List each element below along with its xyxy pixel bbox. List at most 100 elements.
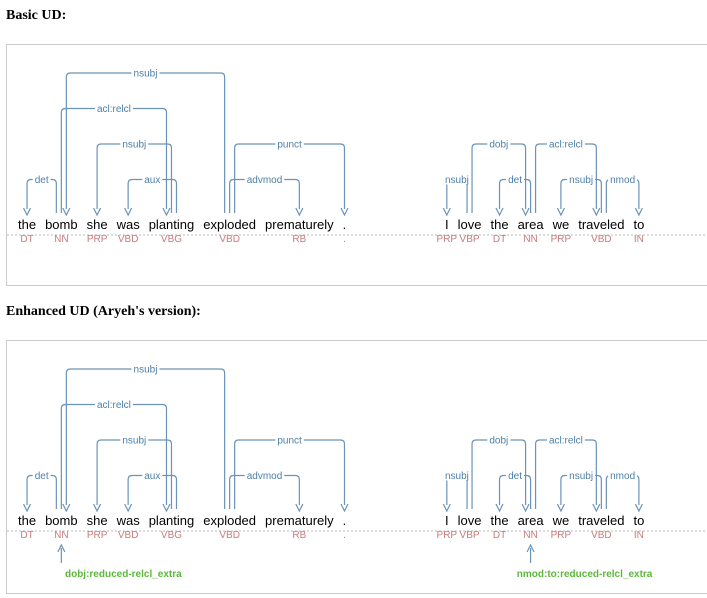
token-word: the xyxy=(490,217,508,232)
token-pos-tag: PRP xyxy=(551,234,572,245)
enhanced-edge-arrowhead xyxy=(526,543,535,553)
token-pos-tag: PRP xyxy=(551,530,572,541)
token-word: traveled xyxy=(578,217,624,232)
token-word: the xyxy=(490,513,508,528)
dependency-label-background xyxy=(506,174,525,185)
dependency-label-background xyxy=(608,470,638,481)
dependency-label: acl:relcl xyxy=(97,400,131,411)
token-word: love xyxy=(458,217,482,232)
token-pos-tag: VBD xyxy=(118,530,139,541)
token-pos-tag: VBD xyxy=(219,530,240,541)
token-word: prematurely xyxy=(265,513,334,528)
token-pos-tag: IN xyxy=(634,530,644,541)
token-pos-tag: NN xyxy=(54,234,68,245)
token-word: planting xyxy=(149,217,195,232)
dependency-label: nsubj xyxy=(445,175,469,186)
token-pos-tag: PRP xyxy=(437,530,458,541)
dependency-label: acl:relcl xyxy=(549,436,583,447)
token-pos-tag: . xyxy=(343,530,346,541)
token-word: exploded xyxy=(203,513,256,528)
dependency-arrowhead xyxy=(592,207,601,217)
token-word: to xyxy=(633,513,644,528)
dependency-arrowhead xyxy=(592,503,601,513)
enhanced-edge-label: nmod:to:reduced-relcl_extra xyxy=(517,569,653,580)
token-pos-tag: DT xyxy=(493,234,506,245)
token-pos-tag: IN xyxy=(634,234,644,245)
token-pos-tag: . xyxy=(343,234,346,245)
dependency-label: nsubj xyxy=(569,175,593,186)
dependency-label: nsubj xyxy=(134,365,158,376)
dependency-arrowhead xyxy=(62,503,71,513)
dependency-arc xyxy=(60,403,168,509)
token-pos-tag: VBD xyxy=(591,530,612,541)
dependency-label-background xyxy=(275,435,304,445)
enhanced-ud-parse-diagram: the DT bomb NN she PRP was VBD planting VBG explod… xyxy=(7,364,707,580)
token-pos-tag: RB xyxy=(292,530,306,541)
panel-heading-basic: Basic UD: xyxy=(6,8,67,23)
token-word: I xyxy=(445,513,449,528)
token-word: we xyxy=(552,217,570,232)
dependency-label: nsubj xyxy=(122,140,146,151)
dependency-label-background xyxy=(131,68,160,78)
token-word: exploded xyxy=(203,217,256,232)
token-pos-tag: DT xyxy=(20,530,33,541)
token-word: to xyxy=(633,217,644,232)
dependency-arrowhead xyxy=(556,503,565,513)
token-pos-tag: VBD xyxy=(118,234,139,245)
dependency-label-background xyxy=(506,470,525,481)
dependency-arrowhead xyxy=(442,503,451,513)
enhanced-edge-label: dobj:reduced-relcl_extra xyxy=(65,569,182,580)
token-pos-tag: RB xyxy=(292,234,306,245)
dependency-label: advmod xyxy=(247,175,283,186)
dependency-label-background xyxy=(142,174,163,185)
token-pos-tag: VBD xyxy=(219,234,240,245)
dependency-label-background xyxy=(547,139,585,149)
dependency-label: nsubj xyxy=(569,471,593,482)
dependency-label: nsubj xyxy=(134,69,158,80)
dependency-label-background xyxy=(131,364,160,374)
token-word: traveled xyxy=(578,513,624,528)
dependency-arrowhead xyxy=(556,207,565,217)
dependency-label: aux xyxy=(144,471,160,482)
dependency-label-background xyxy=(608,174,638,185)
dependency-label: acl:relcl xyxy=(97,104,131,115)
token-pos-tag: NN xyxy=(523,530,537,541)
dependency-arrowhead xyxy=(634,503,643,513)
token-pos-tag: PRP xyxy=(87,234,108,245)
dependency-arrowhead xyxy=(442,207,451,217)
token-word: the xyxy=(18,513,36,528)
dependency-label-background xyxy=(487,435,511,445)
dependency-label-background xyxy=(94,103,133,114)
dependency-label-background xyxy=(94,399,133,410)
token-word: the xyxy=(18,217,36,232)
dependency-label: nsubj xyxy=(445,471,469,482)
dependency-arrowhead xyxy=(521,503,530,513)
dependency-label: acl:relcl xyxy=(549,140,583,151)
dependency-label-background xyxy=(244,174,285,185)
dependency-label-background xyxy=(244,470,285,481)
dependency-label: nmod xyxy=(610,471,635,482)
token-pos-tag: VBD xyxy=(591,234,612,245)
dependency-label-background xyxy=(120,139,149,149)
token-pos-tag: PRP xyxy=(437,234,458,245)
token-word: was xyxy=(116,217,141,232)
dependency-label: det xyxy=(35,471,49,482)
dependency-arc xyxy=(60,107,168,213)
token-word: . xyxy=(343,217,347,232)
dependency-label: dobj xyxy=(489,436,508,447)
dependency-arrowhead xyxy=(634,207,643,217)
token-word: we xyxy=(552,513,570,528)
dependency-label-background xyxy=(547,435,585,445)
dependency-label: det xyxy=(35,175,49,186)
dependency-label-background xyxy=(275,139,304,149)
dependency-arrowhead xyxy=(93,207,102,217)
dependency-arrowhead xyxy=(62,207,71,217)
dependency-label-background xyxy=(567,470,596,481)
token-word: prematurely xyxy=(265,217,334,232)
token-pos-tag: VBG xyxy=(161,530,182,541)
basic-ud-parse-diagram: the DT bomb NN she PRP was VBD planting VBG explod… xyxy=(7,68,707,245)
token-word: bomb xyxy=(45,217,78,232)
dependency-label: nsubj xyxy=(122,436,146,447)
dependency-arrowhead xyxy=(124,207,133,217)
dependency-arrowhead xyxy=(162,503,171,513)
